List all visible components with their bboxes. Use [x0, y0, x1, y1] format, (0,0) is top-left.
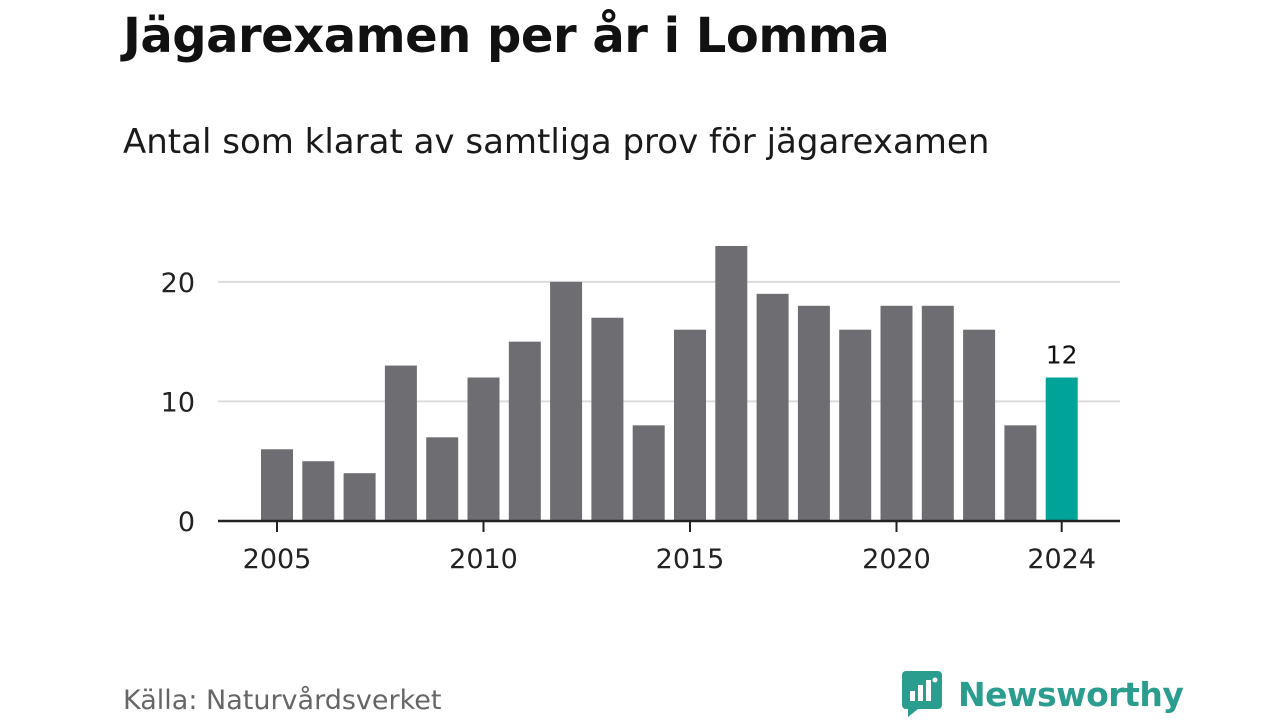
brand-logo: Newsworthy [902, 671, 1184, 717]
y-axis-ticks: 0 10 20 [161, 268, 195, 538]
y-tick-label: 0 [178, 507, 195, 538]
bar-2013 [591, 317, 624, 521]
bar-2021 [921, 305, 954, 521]
chart-title: Jägarexamen per år i Lomma [123, 8, 890, 64]
x-tick-label: 2024 [1027, 544, 1096, 575]
bar-2010 [467, 377, 500, 521]
bar-2011 [508, 341, 541, 521]
bar-2009 [426, 437, 459, 521]
bar-2014 [632, 425, 665, 521]
bar-2019 [839, 329, 872, 521]
x-axis-ticks: 2005 2010 2015 2020 2024 [243, 521, 1096, 575]
bar-2008 [384, 365, 417, 521]
bar-2017 [756, 293, 789, 521]
source-note: Källa: Naturvårdsverket [123, 685, 442, 716]
y-tick-label: 20 [161, 268, 195, 299]
newsworthy-logo-icon [902, 671, 942, 717]
bar-2018 [797, 305, 830, 521]
x-tick-label: 2015 [656, 544, 725, 575]
x-tick-label: 2010 [449, 544, 518, 575]
bar-chart: 0 10 20 2005 2010 2015 2020 2024 12 [161, 246, 1120, 575]
data-labels: 12 [1046, 341, 1078, 370]
bar-2020 [880, 305, 913, 521]
bar-2005 [261, 449, 293, 521]
brand-name: Newsworthy [958, 674, 1184, 714]
bar-2012 [550, 281, 583, 521]
bar-2015 [674, 329, 706, 521]
bars [261, 246, 1078, 521]
x-tick-label: 2020 [862, 544, 931, 575]
bar-2016 [715, 246, 748, 521]
bar-2023 [1004, 425, 1037, 521]
chart-subtitle: Antal som klarat av samtliga prov för jä… [123, 122, 990, 162]
bar-2024 [1045, 377, 1078, 521]
bar-2022 [963, 329, 996, 521]
x-tick-label: 2005 [243, 544, 312, 575]
bar-2007 [343, 473, 376, 521]
data-label: 12 [1046, 341, 1078, 370]
bar-2006 [302, 461, 335, 521]
y-tick-label: 10 [161, 387, 195, 418]
